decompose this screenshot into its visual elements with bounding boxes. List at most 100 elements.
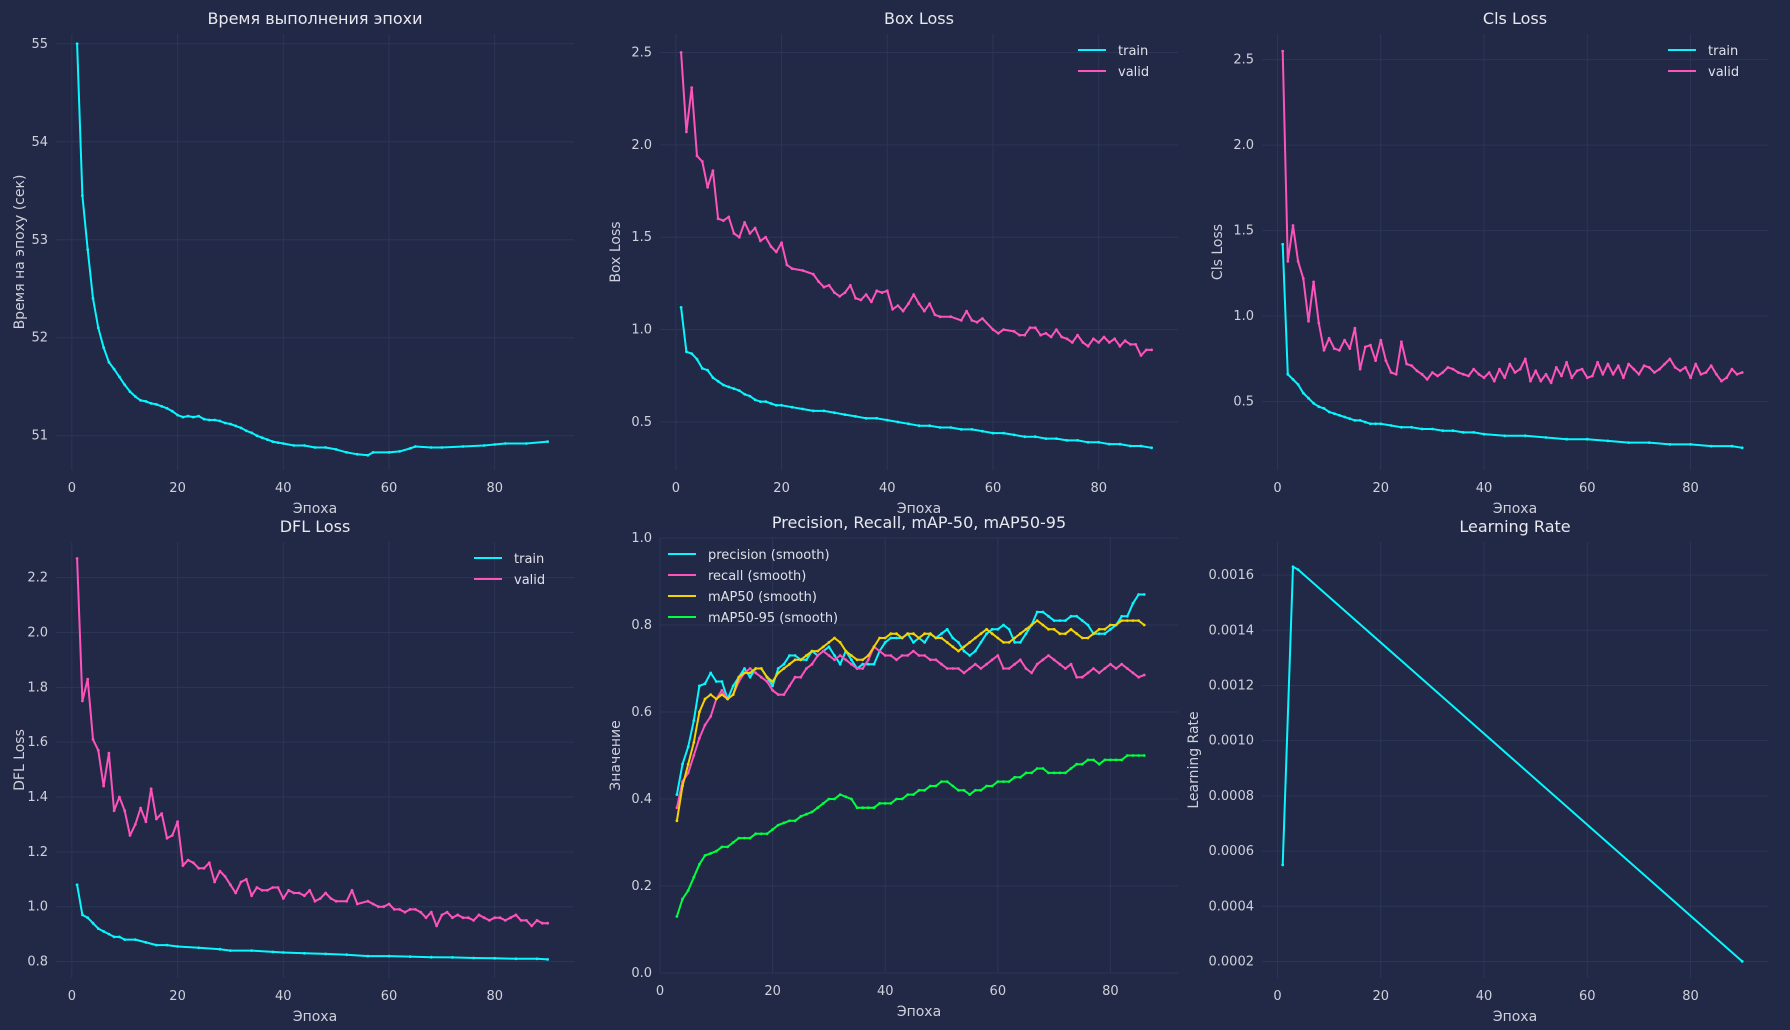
data-point <box>1410 364 1414 368</box>
data-point <box>1735 372 1739 376</box>
data-point <box>1055 437 1058 440</box>
data-point <box>1069 662 1073 666</box>
data-point <box>546 958 549 961</box>
data-point <box>900 797 904 801</box>
data-point <box>1080 675 1084 679</box>
data-point <box>811 272 815 276</box>
data-point <box>91 921 95 925</box>
y-tick-label: 2.2 <box>27 571 48 586</box>
data-point <box>1137 754 1140 757</box>
data-point <box>1291 378 1295 381</box>
data-point <box>1389 371 1393 374</box>
data-point <box>1114 667 1118 670</box>
data-point <box>716 379 720 383</box>
data-point <box>371 451 375 454</box>
data-point <box>1114 623 1118 627</box>
data-point <box>1678 369 1682 373</box>
data-point <box>229 422 232 426</box>
data-point <box>1596 360 1599 364</box>
data-point <box>861 806 865 810</box>
y-tick-label: 1.0 <box>27 900 48 915</box>
series-line-train <box>76 883 549 961</box>
data-point <box>149 402 153 405</box>
data-point <box>990 658 994 662</box>
data-point <box>940 780 943 783</box>
data-point <box>690 352 694 355</box>
data-point <box>973 662 977 666</box>
x-tick-label: 60 <box>381 481 398 496</box>
data-point <box>957 788 960 792</box>
data-point <box>698 710 701 714</box>
data-point <box>844 649 848 653</box>
data-point <box>793 654 797 657</box>
data-point <box>213 418 217 422</box>
data-point <box>727 215 731 219</box>
data-point <box>1585 437 1589 441</box>
data-point <box>1348 417 1352 421</box>
data-point <box>843 291 847 294</box>
data-point <box>805 667 808 670</box>
data-point <box>827 645 831 649</box>
data-point <box>816 654 820 657</box>
data-point <box>996 654 1000 657</box>
data-point <box>883 641 887 644</box>
data-point <box>771 680 774 683</box>
data-point <box>1107 442 1111 446</box>
data-point <box>709 671 713 675</box>
data-point <box>923 788 926 792</box>
data-point <box>769 402 773 405</box>
x-tick-label: 20 <box>764 984 781 999</box>
data-point <box>503 919 507 922</box>
data-point <box>1137 593 1140 596</box>
data-point <box>133 823 137 826</box>
data-point <box>906 654 910 657</box>
data-point <box>1013 775 1017 779</box>
data-point <box>281 897 285 900</box>
data-point <box>968 641 972 644</box>
data-point <box>979 632 983 636</box>
data-point <box>266 888 269 892</box>
y-tick-label: 1.6 <box>27 735 48 750</box>
data-point <box>1405 362 1408 366</box>
data-point <box>720 688 724 692</box>
data-point <box>1462 372 1465 376</box>
y-tick-label: 0.0010 <box>1209 734 1255 749</box>
data-point <box>1047 627 1050 631</box>
data-point <box>1286 260 1290 263</box>
data-point <box>1058 619 1062 622</box>
data-point <box>1585 376 1589 380</box>
data-point <box>951 636 955 640</box>
data-point <box>917 654 921 657</box>
y-axis-label: Значение <box>608 720 624 790</box>
data-point <box>1498 367 1501 371</box>
legend-label: train <box>1118 44 1148 59</box>
data-point <box>1007 667 1011 670</box>
data-point <box>1725 376 1729 380</box>
data-point <box>968 793 972 796</box>
data-point <box>223 875 227 878</box>
data-point <box>371 902 375 906</box>
data-point <box>854 296 857 300</box>
data-point <box>324 952 327 956</box>
data-point <box>223 421 227 425</box>
data-point <box>118 795 121 799</box>
data-point <box>1137 619 1140 622</box>
data-point <box>765 675 769 679</box>
data-point <box>970 319 974 322</box>
data-point <box>753 398 757 402</box>
x-tick-label: 0 <box>656 984 664 999</box>
data-point <box>1436 374 1439 378</box>
data-point <box>895 636 898 640</box>
data-point <box>698 684 701 688</box>
data-point <box>675 819 679 823</box>
data-point <box>461 445 465 448</box>
data-point <box>1002 667 1005 670</box>
data-point <box>1018 632 1022 636</box>
data-point <box>934 784 938 788</box>
x-tick-label: 0 <box>68 989 76 1004</box>
data-point <box>176 820 180 824</box>
data-point <box>1109 627 1112 631</box>
data-point <box>133 395 137 398</box>
data-point <box>1035 619 1039 622</box>
data-point <box>878 802 881 805</box>
